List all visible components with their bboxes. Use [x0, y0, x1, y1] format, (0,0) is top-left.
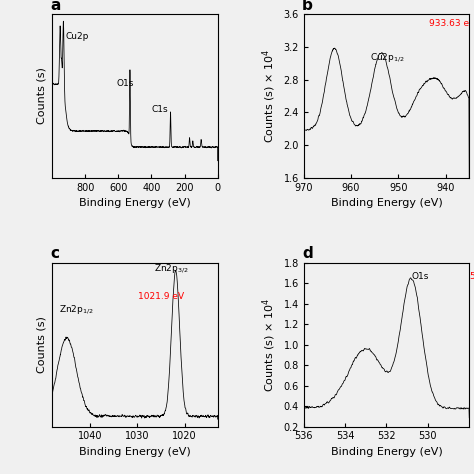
Text: d: d [302, 246, 313, 261]
Y-axis label: Counts (s): Counts (s) [36, 68, 46, 125]
Text: b: b [302, 0, 313, 13]
Text: C1s: C1s [152, 105, 168, 114]
X-axis label: Binding Energy (eV): Binding Energy (eV) [331, 198, 442, 208]
Text: O1s: O1s [411, 273, 428, 282]
Text: a: a [51, 0, 61, 13]
X-axis label: Binding Energy (eV): Binding Energy (eV) [331, 447, 442, 457]
Text: Zn2p$_{1/2}$: Zn2p$_{1/2}$ [59, 303, 93, 316]
Text: Zn2p$_{3/2}$: Zn2p$_{3/2}$ [154, 262, 189, 275]
X-axis label: Binding Energy (eV): Binding Energy (eV) [79, 198, 191, 208]
X-axis label: Binding Energy (eV): Binding Energy (eV) [79, 447, 191, 457]
Text: 1021.9 eV: 1021.9 eV [138, 292, 184, 301]
Text: 933.63 e: 933.63 e [429, 18, 469, 27]
Text: Cu2p: Cu2p [65, 32, 89, 41]
Text: O1s: O1s [117, 79, 134, 88]
Text: 52: 52 [469, 273, 474, 282]
Y-axis label: Counts (s) $\times$ 10$^{4}$: Counts (s) $\times$ 10$^{4}$ [260, 49, 278, 143]
Text: c: c [51, 246, 59, 261]
Y-axis label: Counts (s): Counts (s) [36, 316, 46, 373]
Y-axis label: Counts (s) $\times$ 10$^{4}$: Counts (s) $\times$ 10$^{4}$ [260, 298, 278, 392]
Text: Cu2p$_{1/2}$: Cu2p$_{1/2}$ [370, 51, 405, 64]
